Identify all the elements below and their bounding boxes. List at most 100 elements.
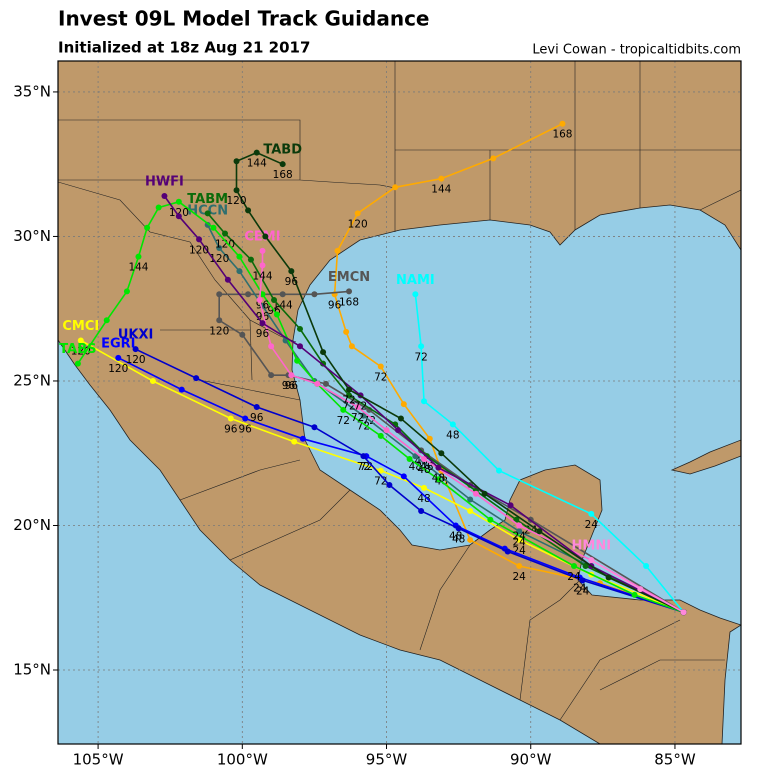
track-point [481,490,488,497]
track-point [507,502,514,509]
track-point [123,288,130,295]
forecast-hour-label: 96 [224,424,238,436]
track-point [279,161,286,168]
track-point [435,476,442,483]
track-point [637,586,644,593]
model-label: HMNI [572,539,612,554]
track-point [397,415,404,422]
track-point [132,346,139,353]
forecast-hour-label: 168 [339,296,359,308]
track-point [296,343,303,350]
map-title: Invest 09L Model Track Guidance [58,7,430,31]
track-point [418,343,425,350]
forecast-hour-label: 72 [337,415,350,427]
track-point [236,253,243,260]
forecast-hour-label: 24 [513,536,527,548]
forecast-hour-label: 72 [342,395,355,407]
track-point [322,380,329,387]
track-point [455,525,462,532]
model-label: HWFI [145,174,184,189]
track-point [144,224,151,231]
track-point [680,609,687,616]
forecast-hour-label: 48 [449,530,462,542]
track-point [175,213,182,220]
tracks: 24 48 72 96 120 144 168 24 48 72 NAMI 24 48 72 96 120 CM… [59,120,687,616]
track-point [175,198,182,205]
forecast-hour-label: 144 [128,262,148,274]
track-point [570,562,577,569]
track-point [472,490,479,497]
y-tick-label: 35°N [13,82,51,100]
forecast-hour-label: 72 [354,400,367,412]
track-point [247,256,254,263]
track-point [377,432,384,439]
forecast-hour-label: 144 [247,158,267,170]
forecast-hour-label: 120 [209,253,229,265]
track-point [348,343,355,350]
y-tick-label: 30°N [13,227,51,245]
track-point [320,360,327,367]
track-point [311,291,318,298]
y-tick-label: 20°N [13,516,51,534]
track-point [490,155,497,162]
forecast-hour-label: 48 [417,493,430,505]
track-point [582,562,589,569]
track-point [314,380,321,387]
track-point [236,268,243,275]
forecast-hour-label: 96 [285,380,299,392]
track-point [273,311,280,318]
forecast-hour-label: 72 [351,412,364,424]
track-point [400,401,407,408]
forecast-hour-label: 24 [573,583,587,595]
track-point [643,562,650,569]
axes: 105°W 100°W 95°W 90°W 85°W 15°N 20°N 25°N 30°N 35… [13,82,696,768]
track-point [346,288,353,295]
map-frame [57,60,742,745]
track-point [346,392,353,399]
track-point [496,467,503,474]
track-point [467,508,474,515]
forecast-hour-label: 24 [585,519,599,531]
forecast-hour-label: 48 [432,473,445,485]
track-line [414,294,685,613]
y-tick-label: 25°N [13,371,51,389]
track-point [288,372,295,379]
forecast-hour-label: 120 [227,195,247,207]
track-point [579,577,586,584]
track-point [386,482,393,489]
track-point [516,522,523,529]
track-point [210,224,217,231]
x-tick-label: 95°W [366,751,408,769]
forecast-hour-label: 24 [576,585,590,597]
forecast-hour-label: 72 [374,372,387,384]
track-point [377,467,384,474]
track-point [435,464,442,471]
forecast-hour-label: 144 [252,270,272,282]
track-point [406,456,413,463]
track-point [438,450,445,457]
state-borders [58,61,741,721]
track-point [155,204,162,211]
track-point [227,415,234,422]
forecast-hour-label: 96 [282,380,296,392]
track-point [259,262,266,269]
track-point [135,253,142,260]
grid [58,61,741,744]
track-point [268,343,275,350]
forecast-hour-label: 144 [273,299,293,311]
track-point [115,354,122,361]
x-tick-label: 85°W [654,751,696,769]
track-point [516,528,523,535]
track-point [103,317,110,324]
track-point [354,210,361,217]
track-point [421,484,428,491]
track-point [340,406,347,413]
track-point [536,528,543,535]
track-point [222,230,229,237]
forecast-hour-label: 48 [417,464,430,476]
track-point [196,236,203,243]
track-line [163,195,684,613]
forecast-hour-label: 120 [108,363,128,375]
forecast-hour-label: 24 [567,571,581,583]
